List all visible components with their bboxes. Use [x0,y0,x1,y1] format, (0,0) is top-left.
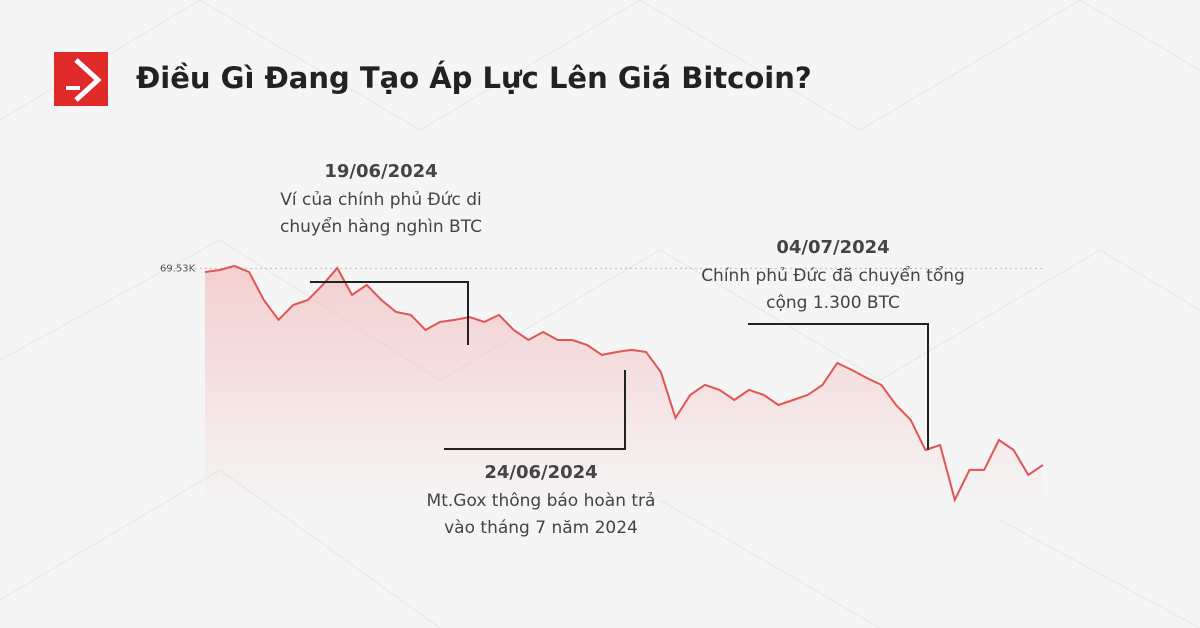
annotation-text: Chính phủ Đức đã chuyển tổng [701,265,965,286]
annotation-date: 19/06/2024 [324,161,437,182]
annotation-text: cộng 1.300 BTC [766,293,900,313]
annotation-text: vào tháng 7 năm 2024 [444,518,638,538]
y-tick-label: 69.53K [160,263,196,274]
chart-title: Điều Gì Đang Tạo Áp Lực Lên Giá Bitcoin? [136,61,812,95]
annotation-date: 24/06/2024 [484,462,597,483]
annotation-text: chuyển hàng nghìn BTC [280,216,482,237]
annotation-text: Ví của chính phủ Đức di [280,190,481,210]
annotation-date: 04/07/2024 [776,237,889,258]
annotation-connectors [310,281,929,450]
logo [54,52,108,106]
annotation-text: Mt.Gox thông báo hoàn trả [427,491,656,511]
